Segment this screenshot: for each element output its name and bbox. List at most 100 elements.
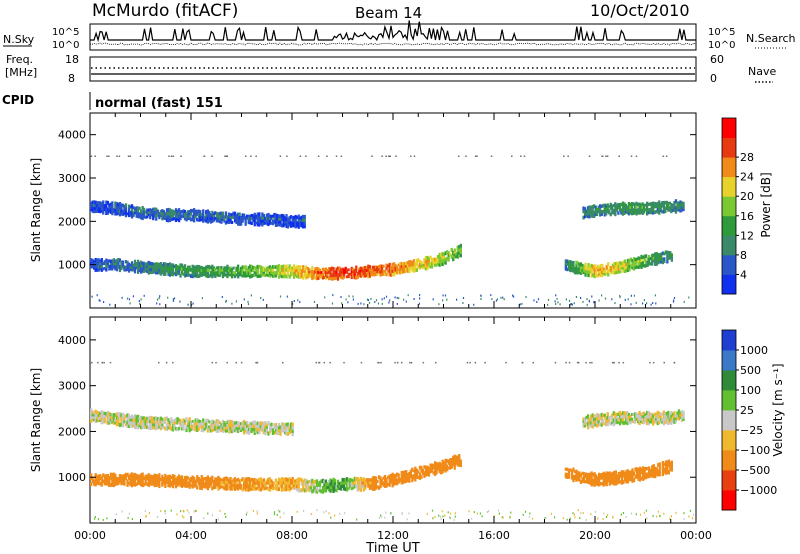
heatmap-cell bbox=[103, 414, 106, 418]
heatmap-cell bbox=[591, 420, 594, 425]
heatmap-cell bbox=[649, 420, 652, 424]
heatmap-cell bbox=[106, 479, 109, 483]
heatmap-cell bbox=[579, 265, 583, 269]
noise-speck bbox=[277, 509, 279, 512]
heatmap-cell bbox=[121, 203, 125, 208]
heatmap-cell bbox=[183, 481, 187, 485]
heatmap-cell bbox=[383, 475, 387, 479]
heatmap-cell bbox=[126, 413, 129, 418]
heatmap-cell bbox=[96, 477, 99, 481]
heatmap-cell bbox=[619, 471, 622, 476]
heatmap-cell bbox=[109, 259, 112, 263]
heatmap-cell bbox=[648, 259, 651, 263]
heatmap-cell bbox=[299, 477, 302, 482]
heatmap-cell bbox=[237, 271, 240, 276]
heatmap-cell bbox=[643, 420, 646, 425]
heatmap-cell bbox=[602, 269, 605, 273]
noise-speck bbox=[194, 509, 196, 512]
heatmap-cell bbox=[288, 424, 291, 428]
heatmap-cell bbox=[402, 264, 405, 268]
heatmap-cell bbox=[238, 486, 241, 490]
heatmap-cell bbox=[124, 420, 128, 424]
noise-speck bbox=[384, 516, 386, 519]
heatmap-cell bbox=[405, 470, 408, 474]
heatmap-cell bbox=[167, 218, 170, 223]
heatmap-cell bbox=[356, 477, 359, 482]
heatmap-cell bbox=[108, 207, 111, 211]
heatmap-cell bbox=[220, 480, 223, 484]
heatmap-cell bbox=[642, 466, 645, 471]
heatmap-cell bbox=[300, 274, 303, 278]
heatmap-cell bbox=[244, 477, 247, 482]
heatmap-cell bbox=[214, 211, 217, 215]
heatmap-cell bbox=[161, 271, 164, 274]
heatmap-cell bbox=[137, 477, 140, 481]
heatmap-cell bbox=[162, 210, 165, 213]
heatmap-cell bbox=[282, 422, 285, 427]
heatmap-cell bbox=[270, 273, 273, 277]
noise-speck bbox=[279, 295, 282, 298]
heatmap-cell bbox=[308, 479, 311, 484]
colorbar-tick-label: 100 bbox=[740, 384, 761, 397]
heatmap-cell bbox=[279, 271, 282, 275]
heatmap-cell bbox=[105, 204, 108, 209]
heatmap-cell bbox=[409, 260, 412, 264]
heatmap-cell bbox=[137, 418, 140, 423]
noise-speck bbox=[106, 517, 108, 520]
heatmap-cell bbox=[441, 459, 444, 464]
heatmap-cell bbox=[315, 273, 318, 277]
heatmap-cell bbox=[573, 266, 577, 271]
noise-speck bbox=[522, 513, 524, 516]
heatmap-cell bbox=[167, 207, 170, 212]
heatmap-cell bbox=[277, 271, 281, 276]
heatmap-cell bbox=[135, 415, 138, 419]
heatmap-cell bbox=[647, 414, 650, 419]
heatmap-cell bbox=[243, 213, 246, 217]
heatmap-cell bbox=[661, 201, 664, 205]
heatmap-cell bbox=[436, 467, 440, 471]
heatmap-cell bbox=[617, 267, 620, 271]
heatmap-cell bbox=[390, 477, 393, 481]
heatmap-cell bbox=[291, 429, 294, 433]
noise-speck bbox=[157, 298, 159, 301]
heatmap-cell bbox=[173, 477, 176, 482]
heatmap-cell bbox=[658, 210, 661, 215]
heatmap-cell bbox=[649, 262, 652, 266]
heatmap-cell bbox=[638, 414, 641, 419]
heatmap-cell bbox=[567, 473, 570, 477]
heatmap-cell bbox=[592, 273, 595, 277]
heatmap-cell bbox=[346, 270, 349, 274]
heatmap-cell bbox=[447, 466, 450, 470]
heatmap-cell bbox=[153, 426, 156, 430]
heatmap-cell bbox=[268, 423, 272, 427]
heatmap-cell bbox=[264, 481, 267, 485]
heatmap-cell bbox=[611, 204, 614, 208]
heatmap-cell bbox=[155, 207, 158, 212]
heatmap-cell bbox=[152, 207, 155, 212]
heatmap-cell bbox=[312, 270, 315, 274]
heatmap-cell bbox=[311, 276, 314, 281]
heatmap-cell bbox=[610, 478, 613, 482]
heatmap-cell bbox=[647, 208, 650, 212]
heatmap-cell bbox=[602, 478, 605, 483]
heatmap-cell bbox=[118, 476, 122, 481]
heatmap-cell bbox=[290, 271, 293, 275]
noise-speck bbox=[201, 297, 203, 300]
heatmap-cell bbox=[135, 209, 138, 213]
noise-speck bbox=[143, 294, 145, 297]
y-tick-label: 2000 bbox=[58, 215, 86, 228]
heatmap-cell bbox=[606, 418, 609, 423]
heatmap-cell bbox=[385, 477, 388, 482]
heatmap-cell bbox=[441, 262, 444, 267]
noise-speck bbox=[532, 361, 534, 364]
heatmap-cell bbox=[223, 477, 226, 481]
heatmap-cell bbox=[100, 258, 103, 262]
heatmap-cell bbox=[147, 425, 150, 430]
heatmap-cell bbox=[90, 261, 93, 266]
heatmap-cell bbox=[566, 267, 569, 272]
heatmap-cell bbox=[203, 269, 206, 272]
heatmap-cell bbox=[379, 270, 382, 274]
heatmap-cell bbox=[280, 480, 284, 485]
heatmap-cell bbox=[651, 253, 654, 258]
